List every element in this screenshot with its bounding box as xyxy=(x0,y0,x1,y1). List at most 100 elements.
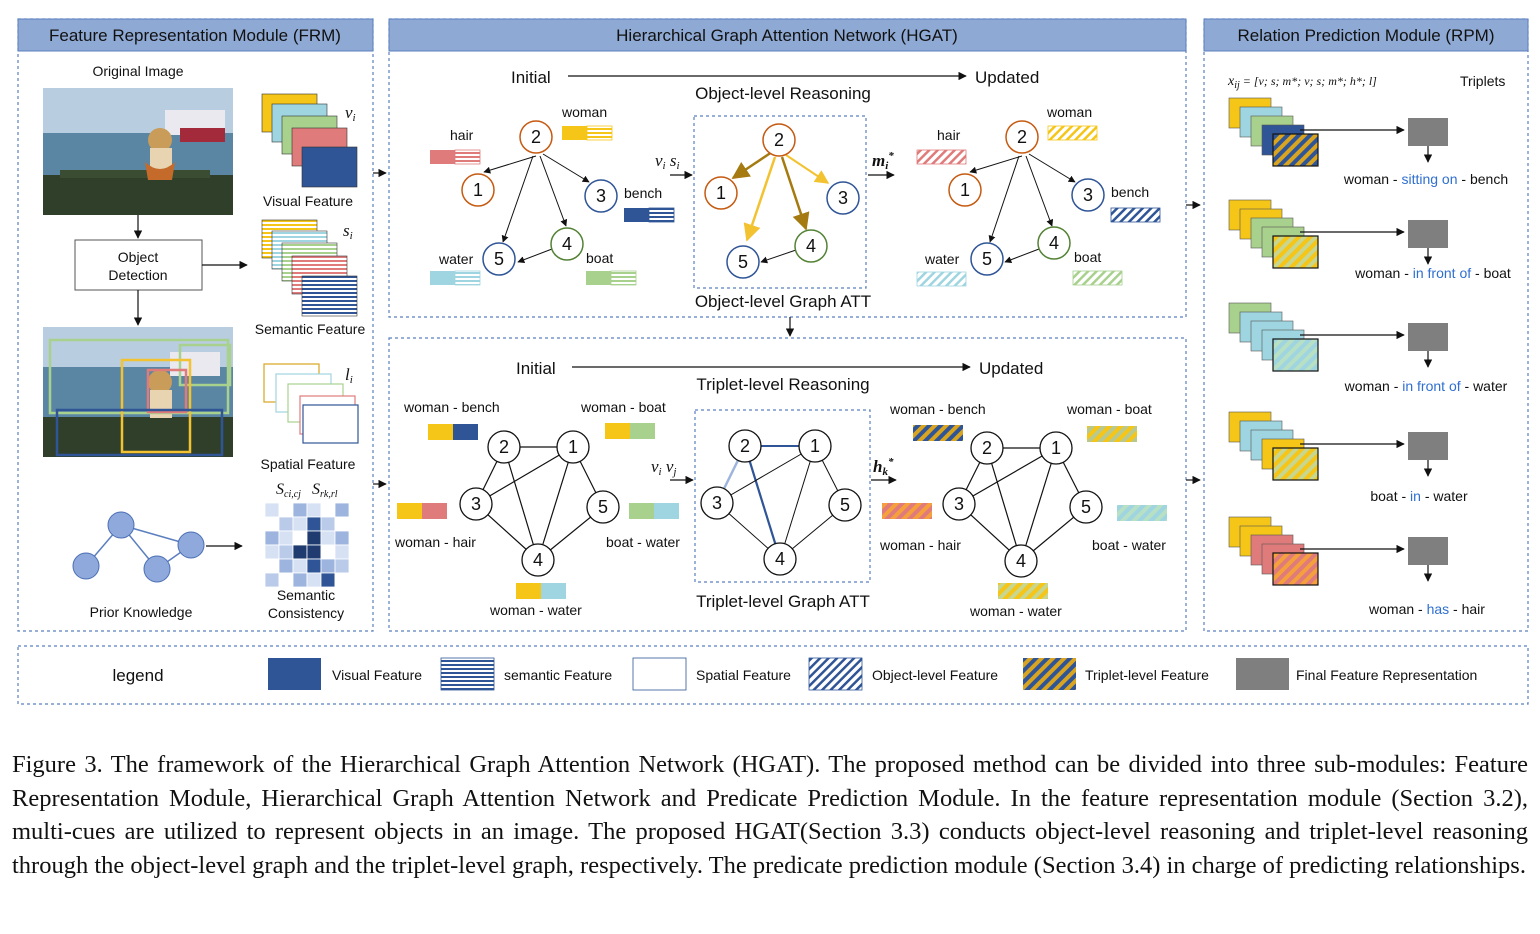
prior-knowledge-graph xyxy=(72,511,205,583)
svg-text:1: 1 xyxy=(960,180,970,200)
rpm-feature-card xyxy=(1272,133,1319,167)
object-reasoning-label: Object-level Reasoning xyxy=(695,84,871,103)
spatial-feature-stack xyxy=(263,363,359,444)
consistency-cell xyxy=(278,572,294,588)
vs-input-label: vi si xyxy=(655,151,680,172)
frm-title: Feature Representation Module (FRM) xyxy=(49,26,341,45)
consistency-cell xyxy=(264,558,280,574)
svg-text:5: 5 xyxy=(494,249,504,269)
h-output-label: hk* xyxy=(873,456,894,478)
relation-label: woman - sitting on - bench xyxy=(1343,171,1508,187)
rpm-panel: Relation Prediction Module (RPM) xij = [… xyxy=(1203,18,1529,632)
svg-text:3: 3 xyxy=(1083,185,1093,205)
consistency-cell xyxy=(320,572,336,588)
consistency-cell xyxy=(292,558,308,574)
prior-knowledge-label: Prior Knowledge xyxy=(90,604,193,620)
consistency-cell xyxy=(334,572,350,588)
rpm-title: Relation Prediction Module (RPM) xyxy=(1238,26,1495,45)
svg-text:woman - boat: woman - boat xyxy=(580,399,666,415)
hgat-framework-diagram: Feature Representation Module (FRM) Orig… xyxy=(17,18,1529,705)
consistency-cell xyxy=(278,544,294,560)
figure-caption: Figure 3. The framework of the Hierarchi… xyxy=(12,751,1528,879)
svg-text:2: 2 xyxy=(499,437,509,457)
consistency-cell xyxy=(334,516,350,532)
consistency-cell xyxy=(306,516,322,532)
consistency-cell xyxy=(334,558,350,574)
consistency-cell xyxy=(320,530,336,546)
updated-triplet-graph: 2 1 3 5 4 woman - bench woman - boat wom… xyxy=(879,401,1167,619)
relation-label: woman - has - hair xyxy=(1368,601,1485,617)
svg-text:water: water xyxy=(438,251,474,267)
final-feature-box xyxy=(1408,432,1448,460)
consistency-cell xyxy=(334,530,350,546)
semantic-consistency-label-1: Semantic xyxy=(277,587,335,603)
svg-text:3: 3 xyxy=(954,494,964,514)
consistency-cell xyxy=(320,502,336,518)
rpm-feature-card xyxy=(1272,447,1319,481)
initial-triplet-graph: 2 1 3 5 4 woman - bench woman - boat wom… xyxy=(394,399,680,618)
svg-text:4: 4 xyxy=(1049,233,1059,253)
trip-updated-label: Updated xyxy=(979,359,1043,378)
svg-text:woman: woman xyxy=(561,104,607,120)
legend-spatial-label: Spatial Feature xyxy=(696,667,791,683)
legend-spatial-swatch xyxy=(632,657,687,691)
consistency-cell xyxy=(278,530,294,546)
legend-semantic-swatch xyxy=(440,657,495,691)
visual-feature-label: Visual Feature xyxy=(263,193,353,209)
svg-text:1: 1 xyxy=(473,180,483,200)
frm-panel: Feature Representation Module (FRM) Orig… xyxy=(17,18,374,632)
legend-visual-swatch xyxy=(268,658,321,690)
consistency-cell xyxy=(278,516,294,532)
consistency-cell xyxy=(320,544,336,560)
legend-semantic-label: semantic Feature xyxy=(504,667,612,683)
legend-visual-label: Visual Feature xyxy=(332,667,422,683)
svg-text:2: 2 xyxy=(740,436,750,456)
consistency-cell xyxy=(264,530,280,546)
vv-input-label: vi vj xyxy=(651,457,676,478)
original-image xyxy=(43,88,233,215)
legend-triplet-label: Triplet-level Feature xyxy=(1085,667,1209,683)
obj-initial-label: Initial xyxy=(511,68,551,87)
object-detection-box xyxy=(74,239,203,291)
sym-S-cc: Sci,cj xyxy=(276,481,301,500)
svg-text:boat - water: boat - water xyxy=(606,534,680,550)
svg-text:2: 2 xyxy=(1017,127,1027,147)
visual-feature-stack xyxy=(261,93,358,188)
initial-object-graph: 2 1 3 5 4 hair woman bench water boat xyxy=(430,104,675,286)
svg-text:3: 3 xyxy=(712,493,722,513)
final-feature-box xyxy=(1408,118,1448,146)
sym-v: vi xyxy=(345,103,356,124)
svg-text:bench: bench xyxy=(624,185,662,201)
triplets-label: Triplets xyxy=(1460,73,1505,89)
legend: legend Visual Feature semantic Feature S… xyxy=(17,645,1529,705)
consistency-cell xyxy=(306,502,322,518)
svg-text:4: 4 xyxy=(806,236,816,256)
consistency-cell xyxy=(320,558,336,574)
svg-text:woman - hair: woman - hair xyxy=(394,534,476,550)
legend-final-swatch xyxy=(1236,658,1289,690)
sym-s: si xyxy=(343,221,353,242)
triplet-reasoning-label: Triplet-level Reasoning xyxy=(696,375,869,394)
svg-text:bench: bench xyxy=(1111,184,1149,200)
svg-text:1: 1 xyxy=(1051,438,1061,458)
sym-S-rr: Srk,rl xyxy=(312,481,338,500)
semantic-feature-stack xyxy=(261,219,358,317)
sym-l: li xyxy=(345,365,353,386)
legend-object-swatch xyxy=(808,657,863,691)
svg-text:1: 1 xyxy=(716,183,726,203)
relation-label: boat - in - water xyxy=(1370,488,1468,504)
object-detection-label-1: Object xyxy=(118,249,159,265)
svg-text:3: 3 xyxy=(838,188,848,208)
consistency-cell xyxy=(292,502,308,518)
legend-final-label: Final Feature Representation xyxy=(1296,667,1477,683)
svg-text:boat: boat xyxy=(586,250,613,266)
consistency-cell xyxy=(334,502,350,518)
svg-text:hair: hair xyxy=(450,127,474,143)
consistency-cell xyxy=(292,516,308,532)
svg-text:boat - water: boat - water xyxy=(1092,537,1166,553)
consistency-cell xyxy=(292,544,308,560)
svg-text:4: 4 xyxy=(562,234,572,254)
hgat-title: Hierarchical Graph Attention Network (HG… xyxy=(616,26,958,45)
original-image-label: Original Image xyxy=(92,63,183,79)
svg-text:5: 5 xyxy=(598,497,608,517)
